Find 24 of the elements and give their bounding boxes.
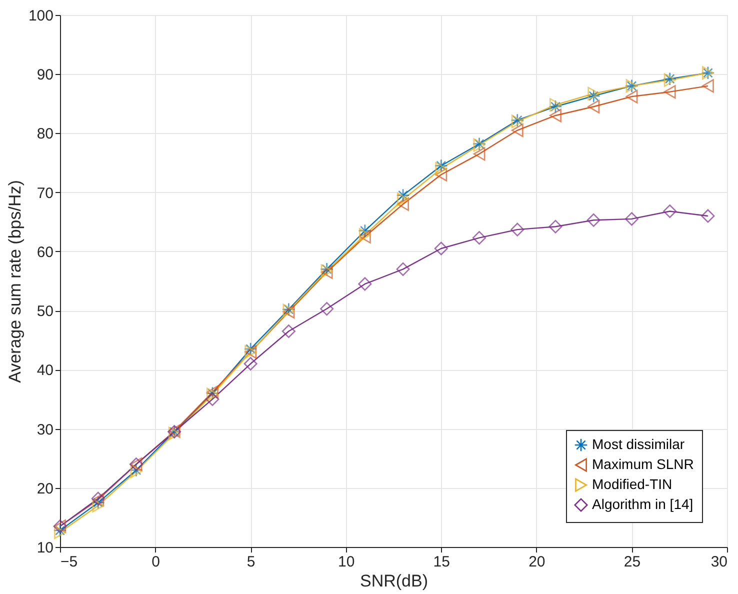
y-tick-label: 90 — [36, 66, 54, 84]
x-tick-label: 15 — [433, 554, 450, 570]
x-tick-label: 30 — [710, 554, 728, 570]
y-tick-label: 70 — [36, 184, 54, 202]
legend-label: Modified-TIN — [592, 476, 672, 492]
y-tick-label: 60 — [36, 244, 54, 261]
y-tick-label: 80 — [36, 126, 54, 143]
y-tick-label: 20 — [36, 480, 54, 498]
x-tick-label: 20 — [528, 554, 546, 570]
y-axis-title: Average sum rate (bps/Hz) — [5, 180, 24, 383]
x-tick-label: 10 — [338, 554, 355, 570]
y-tick-label: 30 — [36, 421, 54, 438]
y-tick-label: 100 — [28, 8, 54, 24]
legend-label: Most dissimilar — [592, 436, 685, 452]
x-tick-label: 25 — [624, 554, 641, 570]
y-tick-label: 10 — [36, 540, 54, 556]
x-axis-title: SNR(dB) — [360, 572, 428, 590]
y-tick-label: 40 — [36, 362, 54, 380]
y-tick-label: 50 — [36, 303, 54, 320]
legend-label: Maximum SLNR — [592, 456, 694, 472]
x-tick-label: 0 — [152, 554, 160, 570]
legend-label: Algorithm in [14] — [592, 496, 694, 512]
x-tick-label: 5 — [246, 554, 256, 570]
x-tick-label: −5 — [60, 554, 78, 570]
